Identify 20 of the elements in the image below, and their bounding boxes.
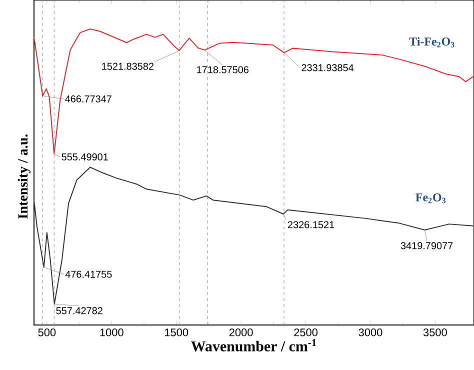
series-label: Fe$_{2}$O$_{3}$: [416, 193, 446, 204]
annotation: 555.49901: [62, 153, 108, 160]
x-tick-label: 2000: [229, 328, 253, 336]
annotation: 1718.57506: [197, 66, 249, 74]
x-tick-label: 3500: [423, 328, 447, 336]
series-label: Ti-Fe$_{2}$O$_{3}$: [409, 37, 454, 48]
x-tick-label: 1500: [164, 328, 188, 336]
annotation: 3419.79077: [400, 242, 453, 250]
annotation: 476.41755: [65, 270, 112, 278]
annotation: 557.42782: [56, 307, 102, 314]
x-tick-label: 500: [38, 328, 56, 336]
annotation: 2331.93854: [302, 64, 354, 72]
x-tick-label: 2500: [294, 328, 318, 336]
y-axis-title: Intensity / a.u.: [18, 134, 30, 219]
x-axis-title: Wavenumber / cm$^{-1}$: [191, 339, 316, 352]
x-tick-label: 1000: [100, 328, 124, 336]
x-tick-label: 3000: [358, 328, 382, 336]
annotation: 2326.1521: [288, 221, 334, 228]
annotation: 466.77347: [65, 95, 112, 102]
annotation: 1521.83582: [102, 62, 154, 70]
